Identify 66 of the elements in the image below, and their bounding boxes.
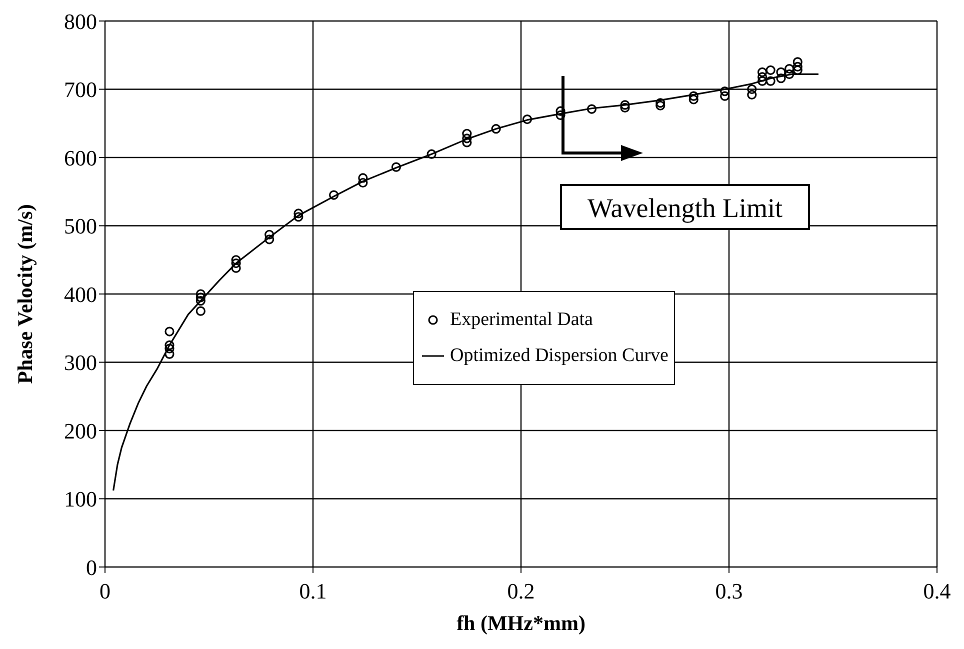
- point: [196, 296, 206, 306]
- y-tick-label: 700: [64, 77, 97, 102]
- point: [720, 86, 730, 96]
- x-tick-label: 0.2: [507, 578, 535, 604]
- point: [462, 128, 472, 138]
- point: [556, 110, 566, 120]
- point: [720, 91, 730, 101]
- y-tick-label: 100: [64, 486, 97, 512]
- point: [391, 162, 401, 172]
- point: [688, 94, 698, 104]
- point: [196, 289, 206, 299]
- point: [656, 98, 666, 108]
- point: [294, 212, 304, 222]
- point: [620, 100, 630, 110]
- point: [747, 84, 757, 94]
- point: [231, 255, 241, 265]
- point: [164, 349, 174, 359]
- point: [426, 149, 436, 159]
- point: [766, 65, 776, 75]
- point: [164, 340, 174, 350]
- point: [264, 234, 274, 244]
- point: [747, 90, 757, 100]
- point: [522, 114, 532, 124]
- point: [792, 57, 802, 67]
- point: [792, 62, 802, 72]
- point: [784, 64, 794, 74]
- legend-label: Experimental Data: [450, 309, 593, 331]
- point: [776, 67, 786, 77]
- point: [264, 230, 274, 240]
- y-axis-title: Phase Velocity (m/s): [13, 204, 37, 384]
- point: [757, 76, 768, 86]
- point: [620, 102, 630, 112]
- point: [784, 69, 794, 80]
- y-tick-label: 500: [64, 214, 97, 239]
- y-tick-label: 200: [64, 418, 97, 444]
- point: [164, 326, 174, 336]
- point: [462, 134, 472, 144]
- point: [792, 65, 802, 75]
- x-tick-label: 0.1: [299, 578, 327, 604]
- point: [688, 91, 698, 101]
- point: [231, 263, 241, 273]
- point: [196, 306, 206, 316]
- point: [776, 74, 786, 84]
- x-tick-label: 0.4: [923, 578, 951, 604]
- point: [766, 76, 776, 86]
- y-tick-label: 400: [64, 282, 97, 307]
- point: [757, 72, 768, 82]
- point: [294, 208, 304, 218]
- point: [164, 344, 174, 354]
- point: [491, 124, 501, 134]
- point: [757, 67, 768, 77]
- y-tick-label: 300: [64, 350, 97, 376]
- legend-label: Optimized Dispersion Curve: [450, 345, 668, 367]
- point: [586, 104, 597, 114]
- x-axis-title: fh (MHz*mm): [456, 611, 586, 635]
- point: [231, 258, 241, 268]
- y-tick-label: 600: [64, 145, 97, 170]
- point: [358, 173, 368, 183]
- point: [329, 190, 339, 200]
- point: [358, 178, 368, 188]
- y-tick-label: 800: [64, 8, 97, 34]
- x-tick-label: 0.3: [715, 578, 743, 604]
- point: [462, 138, 472, 148]
- y-tick-label: 0: [86, 554, 97, 580]
- point: [656, 100, 666, 110]
- annotation: Wavelength Limit: [587, 193, 784, 223]
